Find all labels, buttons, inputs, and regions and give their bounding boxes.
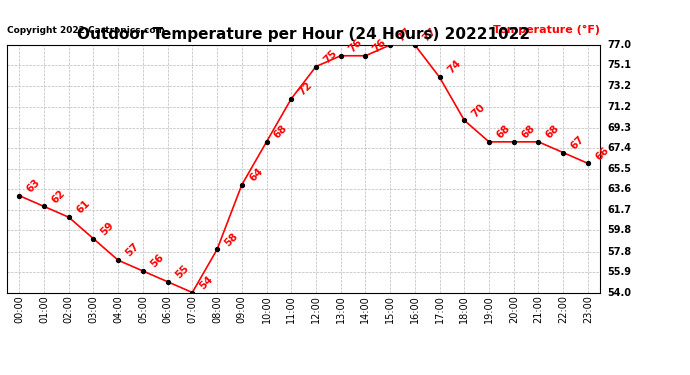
Point (88, 236, 99, 242)
Text: 54: 54 (198, 274, 215, 291)
Point (286, 96, 297, 102)
Point (509, 139, 520, 145)
Point (484, 139, 495, 145)
Text: 61.7: 61.7 (607, 205, 631, 214)
Point (39, 203, 50, 209)
Point (582, 160, 593, 166)
Point (459, 117, 470, 123)
Text: 77.0: 77.0 (607, 40, 631, 50)
Text: 57.8: 57.8 (607, 247, 631, 256)
Text: 76: 76 (346, 37, 364, 54)
Text: 68: 68 (272, 123, 289, 141)
Text: 76: 76 (371, 37, 388, 54)
Text: 73.2: 73.2 (607, 81, 631, 91)
Text: 57: 57 (124, 242, 141, 259)
Text: 71.2: 71.2 (607, 102, 631, 112)
Text: 56: 56 (148, 252, 166, 270)
Point (360, 53, 371, 59)
Text: 62: 62 (50, 188, 67, 205)
Text: 63.6: 63.6 (607, 184, 631, 194)
Text: 55: 55 (173, 263, 190, 280)
Text: 67.4: 67.4 (607, 143, 631, 153)
Text: Copyright 2022 Cartronics.com: Copyright 2022 Cartronics.com (7, 26, 165, 35)
Text: 64: 64 (247, 166, 265, 183)
Point (310, 63, 322, 69)
Text: 63: 63 (25, 177, 42, 194)
Point (14, 193, 25, 199)
Point (434, 74, 445, 80)
Text: 65.5: 65.5 (607, 164, 631, 174)
Point (335, 53, 346, 59)
Text: 59.8: 59.8 (607, 225, 631, 235)
Text: Temperature (°F): Temperature (°F) (493, 25, 600, 35)
Text: 68: 68 (495, 123, 512, 141)
Point (187, 290, 198, 296)
Text: 72: 72 (297, 80, 314, 98)
Title: Outdoor Temperature per Hour (24 Hours) 20221022: Outdoor Temperature per Hour (24 Hours) … (77, 27, 530, 42)
Point (112, 257, 124, 263)
Text: 69.3: 69.3 (607, 123, 631, 133)
Text: 67: 67 (569, 134, 586, 151)
Text: 68: 68 (520, 123, 537, 141)
Point (409, 42, 420, 48)
Text: 68: 68 (544, 123, 562, 141)
Text: 54.0: 54.0 (607, 288, 631, 297)
Text: 66: 66 (593, 145, 611, 162)
Text: 70: 70 (470, 102, 487, 119)
Text: 58: 58 (223, 231, 240, 248)
Text: 59: 59 (99, 220, 116, 237)
Point (384, 42, 395, 48)
Text: 75: 75 (322, 48, 339, 65)
Point (137, 268, 148, 274)
Point (236, 182, 247, 188)
Text: 61: 61 (75, 198, 92, 216)
Point (533, 139, 544, 145)
Text: 77: 77 (420, 26, 438, 44)
Point (261, 139, 272, 145)
Point (212, 246, 223, 252)
Text: 74: 74 (445, 58, 462, 76)
Point (162, 279, 173, 285)
Point (558, 150, 569, 156)
Text: 77: 77 (395, 26, 413, 44)
Text: 55.9: 55.9 (607, 267, 631, 277)
Text: 75.1: 75.1 (607, 60, 631, 70)
Point (63, 214, 75, 220)
